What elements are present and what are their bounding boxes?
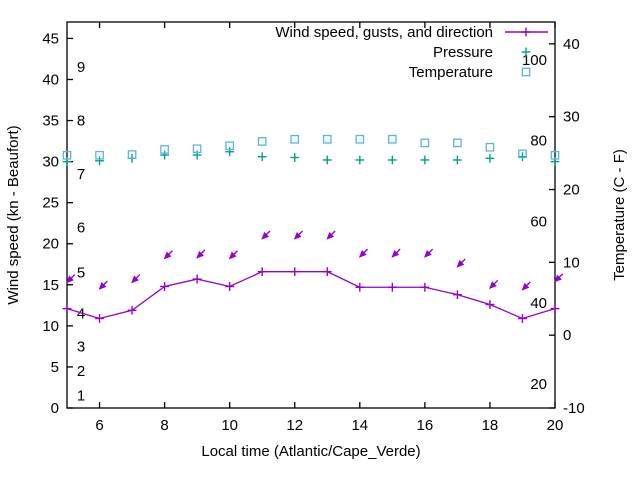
x-tick-label: 6 bbox=[95, 417, 103, 434]
temperature-point bbox=[257, 137, 267, 146]
y-tick-label: 40 bbox=[42, 71, 59, 88]
wind-direction-arrow bbox=[66, 275, 74, 284]
fahrenheit-scale-label: 80 bbox=[530, 133, 547, 150]
wind-direction-arrow bbox=[98, 282, 107, 290]
temperature-point bbox=[355, 134, 365, 144]
x-tick-label: 8 bbox=[160, 417, 168, 434]
y2-axis-title: Temperature (C - F) bbox=[611, 149, 628, 281]
temperature-point bbox=[127, 150, 137, 159]
y-tick-label: 0 bbox=[51, 400, 59, 417]
temperature-point bbox=[550, 150, 560, 160]
temperature-point bbox=[62, 150, 72, 160]
y2-tick-label: 0 bbox=[563, 327, 571, 344]
wind-direction-arrow bbox=[131, 275, 139, 284]
wind-direction-arrow bbox=[358, 250, 367, 258]
wind-speed-line bbox=[66, 271, 556, 320]
x-tick-label: 14 bbox=[351, 417, 368, 434]
wind-direction-arrow bbox=[163, 251, 172, 260]
beaufort-scale-label: 8 bbox=[77, 113, 85, 130]
beaufort-scale-label: 2 bbox=[77, 363, 85, 380]
y-tick-label: 20 bbox=[42, 236, 59, 253]
fahrenheit-scale-label: 60 bbox=[530, 214, 547, 231]
temperature-point bbox=[95, 150, 104, 160]
y2-tick-label: 30 bbox=[563, 109, 580, 126]
temperature-point bbox=[290, 134, 300, 144]
temperature-point bbox=[160, 145, 169, 154]
x-tick-label: 10 bbox=[221, 417, 238, 434]
y2-tick-label: 40 bbox=[563, 36, 580, 53]
temperature-point bbox=[192, 144, 202, 154]
y-tick-label: 45 bbox=[42, 30, 59, 47]
wind-direction-arrow bbox=[554, 274, 562, 283]
x-axis-title: Local time (Atlantic/Cape_Verde) bbox=[201, 443, 420, 460]
beaufort-scale-label: 3 bbox=[77, 338, 85, 355]
wind-direction-arrow bbox=[326, 231, 335, 240]
y-tick-label: 30 bbox=[42, 154, 59, 171]
beaufort-scale-label: 9 bbox=[77, 59, 85, 76]
temperature-point bbox=[225, 141, 235, 151]
plot-frame bbox=[66, 21, 556, 409]
wind-direction-arrow bbox=[261, 231, 270, 240]
temperature-point bbox=[420, 138, 430, 148]
y2-tick-label: 10 bbox=[563, 254, 580, 271]
y-tick-label: 5 bbox=[51, 359, 59, 376]
beaufort-scale-label: 4 bbox=[77, 306, 85, 323]
temperature-point bbox=[518, 149, 527, 159]
fahrenheit-scale-label: 40 bbox=[530, 295, 547, 312]
y-tick-label: 35 bbox=[42, 113, 59, 130]
temperature-point bbox=[387, 134, 397, 144]
wind-direction-arrow bbox=[196, 250, 205, 259]
y-tick-label: 15 bbox=[42, 277, 59, 294]
wind-direction-arrow bbox=[456, 259, 465, 268]
legend-label: Pressure bbox=[433, 44, 493, 61]
x-tick-label: 12 bbox=[286, 417, 303, 434]
temperature-point bbox=[453, 138, 462, 148]
temperature-point bbox=[322, 134, 332, 144]
wind-direction-arrow bbox=[391, 250, 400, 258]
legend-label: Wind speed, gusts, and direction bbox=[275, 24, 493, 41]
y2-tick-label: -10 bbox=[563, 400, 585, 417]
fahrenheit-scale-label: 20 bbox=[530, 376, 547, 393]
beaufort-scale-label: 5 bbox=[77, 264, 85, 281]
x-tick-label: 20 bbox=[547, 417, 564, 434]
y2-tick-label: 20 bbox=[563, 182, 580, 199]
y-tick-label: 10 bbox=[42, 318, 59, 335]
x-tick-label: 16 bbox=[417, 417, 434, 434]
wind-direction-arrow bbox=[293, 231, 302, 240]
y-axis-title: Wind speed (kn - Beaufort) bbox=[5, 125, 22, 304]
fahrenheit-scale-label: 100 bbox=[522, 52, 547, 69]
legend-marker-temperature bbox=[521, 67, 531, 77]
y-tick-label: 25 bbox=[42, 195, 59, 212]
beaufort-scale-label: 6 bbox=[77, 219, 85, 236]
beaufort-scale-label: 7 bbox=[77, 166, 85, 183]
legend-label: Temperature bbox=[409, 64, 493, 81]
wind-direction-arrow bbox=[228, 251, 237, 260]
temperature-point bbox=[485, 142, 495, 152]
beaufort-scale-label: 1 bbox=[77, 388, 85, 405]
wind-direction-arrow bbox=[423, 250, 432, 258]
wind-direction-arrow bbox=[489, 281, 497, 289]
x-tick-label: 18 bbox=[482, 417, 499, 434]
wind-direction-arrow bbox=[521, 282, 530, 291]
